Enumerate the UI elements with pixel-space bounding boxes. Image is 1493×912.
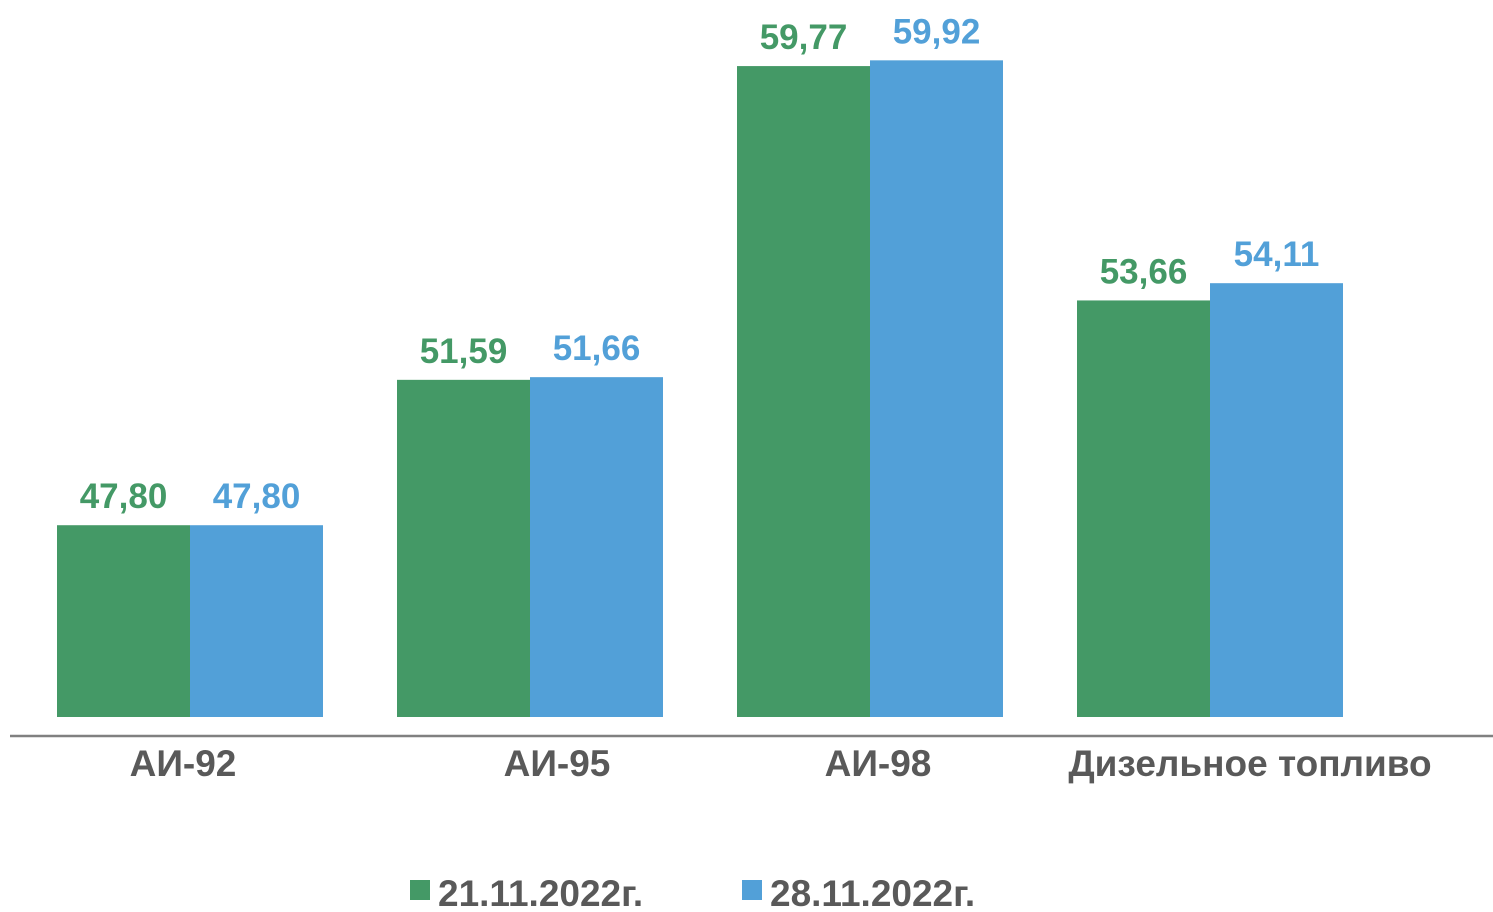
- legend-swatch-series-1: [410, 880, 430, 900]
- bars-layer: [57, 60, 1343, 718]
- bar-s2-c3: [870, 60, 1003, 718]
- category-label-ai92: АИ-92: [130, 743, 237, 784]
- category-labels: АИ-92 АИ-95 АИ-98 Дизельное топливо: [130, 743, 1432, 784]
- bar-s2-c2: [530, 377, 663, 717]
- data-label-s2-c1: 47,80: [213, 477, 301, 516]
- legend-label-series-1: 21.11.2022г.: [438, 873, 643, 912]
- data-label-s1-c4: 53,66: [1100, 252, 1188, 291]
- data-label-s1-c2: 51,59: [420, 332, 508, 371]
- legend-label-series-2: 28.11.2022г.: [770, 873, 975, 912]
- bar-s1-c2: [397, 379, 530, 717]
- data-label-s1-c3: 59,77: [760, 18, 848, 57]
- bar-s1-c3: [737, 66, 870, 718]
- bar-s2-c4: [1210, 283, 1343, 717]
- data-label-s1-c1: 47,80: [80, 477, 168, 516]
- bar-s2-c1: [190, 525, 323, 717]
- category-label-ai98: АИ-98: [825, 743, 932, 784]
- bar-s1-c1: [57, 525, 190, 717]
- category-label-diesel: Дизельное топливо: [1068, 743, 1431, 784]
- data-label-s2-c2: 51,66: [553, 329, 641, 368]
- data-label-s2-c4: 54,11: [1234, 235, 1320, 274]
- data-label-s2-c3: 59,92: [893, 12, 981, 51]
- data-labels-layer: 47,80 47,80 51,59 51,66 59,77 59,92 53,66 54,11: [80, 12, 1320, 516]
- legend: 21.11.2022г. 28.11.2022г.: [410, 873, 975, 912]
- legend-swatch-series-2: [742, 880, 762, 900]
- bar-s1-c4: [1077, 300, 1210, 717]
- category-label-ai95: АИ-95: [504, 743, 611, 784]
